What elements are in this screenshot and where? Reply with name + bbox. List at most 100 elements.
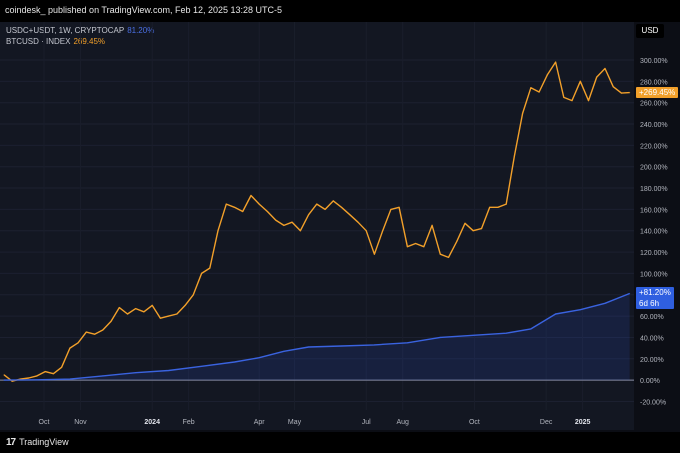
stablecoin-data-point (69, 378, 71, 380)
btc-last-value-text: +269.45% (639, 87, 676, 97)
y-tick-label: 160.00% (640, 207, 668, 214)
btc-data-point (530, 87, 532, 89)
btc-data-point (85, 331, 87, 333)
tradingview-logo-icon: 17 (6, 437, 16, 448)
btc-data-point (464, 222, 466, 224)
legend-stablecoin[interactable]: USDC+USDT, 1W, CRYPTOCAP 81.20% (6, 26, 154, 35)
stablecoin-data-point (36, 379, 38, 381)
stablecoin-data-point (168, 369, 170, 372)
btc-data-point (332, 200, 334, 202)
stablecoin-data-point (233, 361, 236, 363)
y-tick-label: 280.00% (640, 79, 668, 86)
y-tick-label: 60.00% (640, 314, 664, 321)
btc-data-point (596, 76, 598, 78)
btc-data-point (489, 206, 491, 208)
x-tick-label: Oct (469, 419, 480, 426)
btc-data-point (258, 203, 260, 205)
stablecoin-data-point (201, 365, 203, 367)
btc-data-point (390, 208, 392, 210)
tradingview-logo[interactable]: 17 TradingView (6, 437, 69, 448)
btc-data-point (456, 240, 458, 242)
btc-data-point (233, 206, 236, 208)
legend-btc-label: BTCUSD · INDEX (6, 37, 71, 46)
currency-label[interactable]: USD (636, 24, 664, 38)
btc-data-point (563, 96, 565, 98)
btc-data-point (472, 230, 474, 232)
btc-data-point (36, 375, 38, 377)
stablecoin-data-point (406, 342, 408, 344)
btc-data-point (275, 219, 277, 221)
stablecoin-countdown-text: 6d 6h (639, 299, 660, 309)
y-tick-label: 40.00% (640, 335, 664, 342)
stablecoin-data-point (505, 332, 507, 334)
btc-data-point (431, 224, 433, 226)
y-tick-label: 20.00% (640, 357, 664, 364)
y-tick-label: 100.00% (640, 271, 668, 278)
x-tick-label: Oct (39, 419, 50, 426)
legend-btc-value: 269.45% (73, 37, 106, 46)
btc-data-point (324, 208, 326, 210)
btc-data-point (28, 377, 30, 379)
btc-last-value-tag: +269.45% (636, 86, 679, 98)
y-tick-label: 260.00% (640, 101, 668, 108)
btc-data-point (52, 373, 55, 375)
btc-data-point (612, 86, 614, 88)
stablecoin-last-value-text: +81.20% (639, 288, 671, 298)
stablecoin-last-value-tag: +81.20% 6d 6h (636, 287, 674, 310)
btc-data-point (168, 315, 170, 317)
plot-area[interactable] (0, 22, 634, 430)
tradingview-logo-text: TradingView (19, 437, 69, 447)
stablecoin-data-point (472, 334, 474, 336)
publisher-text: coindesk_ published on TradingView.com, … (5, 5, 283, 15)
stablecoin-data-point (135, 372, 137, 374)
btc-data-point (629, 92, 631, 94)
btc-data-point (242, 210, 244, 213)
publisher-bar: coindesk_ published on TradingView.com, … (0, 0, 680, 22)
stablecoin-data-point (102, 375, 104, 377)
btc-data-point (423, 246, 425, 248)
btc-data-point (357, 221, 359, 223)
stablecoin-data-point (439, 336, 441, 338)
footer-bar: 17 TradingView (0, 432, 680, 453)
x-tick-label: Aug (396, 419, 409, 426)
stablecoin-data-point (340, 345, 343, 347)
btc-data-point (44, 371, 46, 373)
btc-data-point (316, 203, 318, 205)
y-tick-label: 220.00% (640, 143, 668, 150)
btc-data-point (159, 317, 161, 319)
btc-data-point (94, 333, 96, 335)
btc-data-point (118, 307, 120, 309)
btc-data-point (102, 329, 104, 331)
btc-data-point (497, 206, 499, 208)
btc-data-point (291, 221, 293, 223)
btc-data-point (505, 203, 507, 205)
btc-data-point (11, 380, 13, 382)
chart-canvas: -20.00%0.00%20.00%40.00%60.00%80.00%100.… (0, 58, 668, 426)
stablecoin-data-point (283, 350, 285, 352)
btc-data-point (217, 230, 219, 232)
stablecoin-data-point (530, 328, 532, 330)
x-tick-label: 2024 (144, 419, 160, 426)
btc-data-point (480, 228, 483, 230)
x-tick-label: Jul (362, 419, 371, 426)
x-tick-label: Apr (254, 419, 266, 426)
btc-data-point (151, 304, 153, 306)
btc-data-point (571, 100, 573, 102)
btc-data-point (587, 100, 590, 102)
btc-data-point (546, 74, 548, 76)
legend-btc[interactable]: BTCUSD · INDEX 269.45% (6, 37, 105, 46)
btc-data-point (209, 267, 211, 269)
btc-data-point (415, 242, 417, 245)
btc-data-point (406, 246, 408, 248)
btc-data-point (126, 313, 129, 315)
btc-data-point (373, 253, 375, 255)
btc-data-point (579, 80, 581, 82)
stablecoin-data-point (3, 379, 5, 381)
btc-data-point (513, 155, 516, 157)
legend-stablecoin-label: USDC+USDT, 1W, CRYPTOCAP (6, 26, 125, 35)
y-tick-label: 200.00% (640, 165, 668, 172)
btc-data-point (620, 92, 623, 94)
btc-data-point (283, 224, 285, 226)
btc-data-point (69, 347, 71, 349)
btc-data-point (382, 230, 384, 232)
